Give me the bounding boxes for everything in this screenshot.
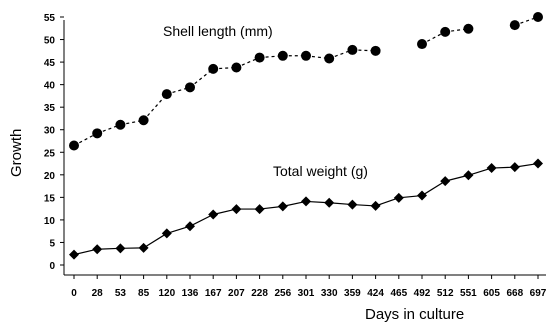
x-tick-label: 330 (321, 288, 338, 299)
x-tick-label: 605 (483, 288, 500, 299)
total-weight-point (231, 204, 242, 215)
x-tick-label: 0 (71, 288, 77, 299)
y-tick-label: 15 (44, 193, 56, 204)
series-line-segment (375, 197, 399, 207)
shell-length-point (533, 12, 543, 22)
x-tick-label: 424 (367, 288, 384, 299)
shell-length-point (301, 50, 311, 61)
total-weight-point (161, 228, 172, 239)
series-layer (69, 12, 543, 260)
y-axis-label: Growth (8, 129, 25, 177)
x-tick-label: 167 (205, 288, 222, 299)
total-weight-point (277, 201, 288, 212)
shell-length-point (161, 89, 172, 100)
x-tick-label: 301 (298, 288, 315, 299)
x-tick-label: 359 (344, 288, 361, 299)
series-1 (69, 158, 543, 260)
total-weight-series-label: Total weight (g) (273, 163, 368, 179)
x-tick-label: 120 (158, 288, 175, 299)
y-tick-label: 40 (44, 81, 56, 92)
y-tick-label: 10 (44, 216, 56, 227)
y-tick-label: 0 (49, 261, 55, 272)
x-tick-label: 207 (228, 288, 245, 299)
x-tick-label: 136 (182, 288, 199, 299)
shell-length-series-label: Shell length (mm) (163, 23, 273, 39)
total-weight-point (393, 192, 404, 203)
shell-length-point (277, 50, 288, 61)
x-tick-label: 85 (138, 288, 150, 299)
series-line-segment (236, 57, 260, 69)
x-ticks: 0 28 53 85 120 136 167 207 228 256 301 330 359 424 465… (71, 275, 547, 299)
series-0 (69, 12, 543, 151)
total-weight-point (347, 199, 358, 210)
total-weight-point (370, 200, 381, 211)
x-tick-label: 551 (460, 288, 477, 299)
total-weight-point (463, 170, 474, 181)
series-line-segment (421, 180, 446, 197)
series-line-segment (189, 213, 214, 227)
shell-length-point (417, 39, 427, 50)
shell-length-point (92, 128, 103, 139)
y-tick-label: 35 (44, 103, 56, 114)
x-tick-label: 512 (437, 288, 454, 299)
shell-length-point (208, 63, 219, 74)
y-ticks: 0 5 10 15 20 25 30 35 40 45 50 55 (44, 13, 64, 272)
shell-length-point (115, 119, 126, 130)
total-weight-point (486, 163, 497, 174)
shell-length-point (324, 53, 335, 64)
x-tick-label: 668 (506, 288, 523, 299)
series-line-segment (421, 31, 446, 45)
total-weight-point (208, 209, 219, 220)
total-weight-point (254, 204, 265, 215)
total-weight-point (115, 243, 126, 254)
total-weight-point (509, 162, 520, 173)
shell-length-point (463, 23, 474, 34)
y-tick-label: 25 (44, 148, 56, 159)
shell-length-point (347, 44, 358, 55)
total-weight-point (440, 176, 451, 187)
y-tick-label: 20 (44, 171, 56, 182)
series-line-segment (143, 93, 168, 121)
total-weight-point (92, 244, 103, 255)
series-line-segment (166, 225, 191, 235)
y-tick-label: 55 (44, 13, 56, 24)
shell-length-point (231, 62, 242, 73)
x-axis-label: Days in culture (365, 306, 464, 323)
series-line-segment (73, 132, 98, 147)
series-line-segment (468, 167, 492, 176)
shell-length-point (69, 140, 79, 151)
shell-length-point (254, 52, 265, 63)
shell-length-point (138, 115, 149, 126)
y-tick-label: 5 (49, 238, 55, 249)
shell-length-point (185, 82, 195, 93)
total-weight-point (324, 197, 335, 208)
x-tick-label: 53 (115, 288, 127, 299)
total-weight-point (417, 190, 427, 201)
x-tick-label: 465 (390, 288, 407, 299)
y-tick-label: 45 (44, 58, 56, 69)
x-tick-label: 228 (251, 288, 268, 299)
series-line-segment (143, 232, 168, 249)
x-tick-label: 28 (92, 288, 104, 299)
total-weight-point (138, 242, 149, 253)
total-weight-point (301, 196, 311, 207)
y-tick-label: 30 (44, 126, 56, 137)
x-tick-label: 256 (274, 288, 291, 299)
total-weight-point (533, 158, 543, 169)
total-weight-point (69, 249, 79, 260)
x-tick-label: 492 (414, 288, 431, 299)
shell-length-point (370, 45, 381, 56)
shell-length-point (440, 26, 451, 37)
x-tick-label: 697 (530, 288, 547, 299)
y-tick-label: 50 (44, 36, 56, 47)
total-weight-point (185, 221, 195, 232)
shell-length-point (509, 20, 520, 31)
